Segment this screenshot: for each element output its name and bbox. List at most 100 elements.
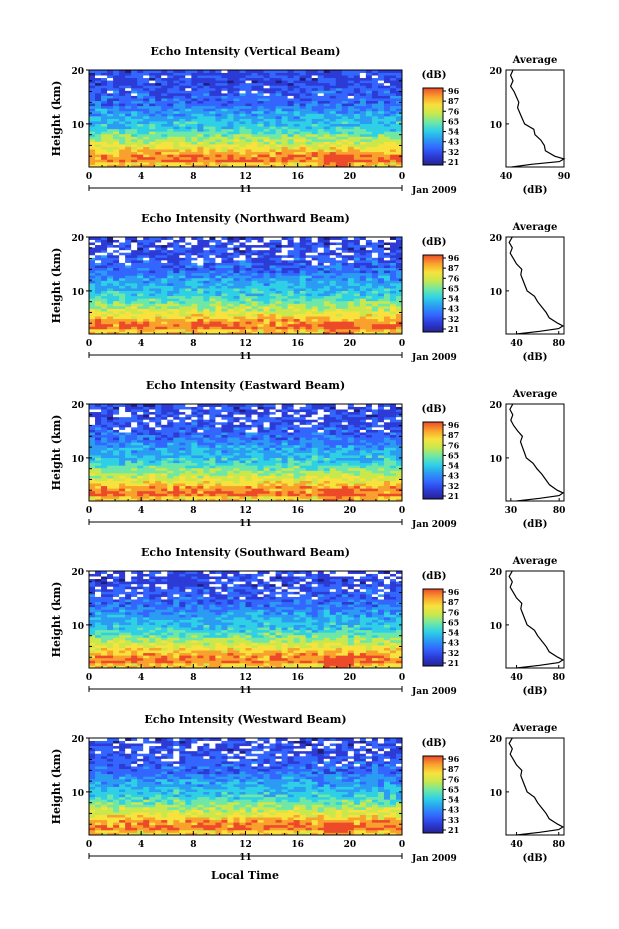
heatmap-cell bbox=[395, 277, 403, 281]
heatmap-cell bbox=[347, 159, 355, 163]
heatmap-cell bbox=[395, 164, 403, 168]
heatmap-cell bbox=[215, 77, 222, 81]
heatmap-cell bbox=[323, 141, 331, 145]
heatmap-cell bbox=[269, 298, 276, 302]
heatmap-cell bbox=[95, 123, 102, 127]
heatmap-cell bbox=[155, 298, 162, 302]
heatmap-cell bbox=[323, 123, 331, 127]
heatmap-cell bbox=[365, 239, 373, 243]
heatmap-cell bbox=[155, 462, 162, 466]
heatmap-cell bbox=[227, 280, 234, 284]
heatmap-cell bbox=[275, 303, 283, 307]
heatmap-cell bbox=[251, 100, 258, 104]
heatmap-cell bbox=[185, 265, 192, 269]
heatmap-cell bbox=[149, 480, 156, 484]
heatmap-cell bbox=[215, 472, 222, 476]
heatmap-cell bbox=[227, 85, 234, 89]
heatmap-cell bbox=[131, 77, 138, 81]
heatmap-cell bbox=[89, 495, 96, 499]
heatmap-cell bbox=[143, 95, 150, 99]
heatmap-cell bbox=[143, 465, 150, 469]
heatmap-cell bbox=[323, 265, 331, 269]
heatmap-cell bbox=[131, 72, 138, 76]
heatmap-cell bbox=[227, 136, 234, 140]
heatmap-cell bbox=[197, 460, 204, 464]
heatmap-cell bbox=[209, 149, 216, 153]
heatmap-cell bbox=[107, 282, 114, 286]
heatmap-cell bbox=[239, 303, 246, 307]
heatmap-cell bbox=[383, 75, 391, 79]
heatmap-cell bbox=[251, 488, 258, 492]
heatmap-cell bbox=[233, 156, 240, 160]
heatmap-cell bbox=[305, 308, 313, 312]
heatmap-cell bbox=[257, 98, 264, 102]
heatmap-cell bbox=[269, 136, 276, 140]
heatmap-cell bbox=[137, 316, 144, 320]
heatmap-cell bbox=[191, 467, 198, 471]
heatmap-cell bbox=[287, 483, 295, 487]
heatmap-cell bbox=[359, 133, 367, 137]
heatmap-cell bbox=[257, 237, 264, 240]
heatmap-cell bbox=[245, 295, 252, 299]
heatmap-cell bbox=[335, 239, 343, 243]
heatmap-cell bbox=[323, 90, 331, 94]
heatmap-cell bbox=[263, 239, 270, 243]
heatmap-cell bbox=[329, 285, 337, 289]
heatmap-cell bbox=[251, 85, 258, 89]
heatmap-cell bbox=[299, 123, 307, 127]
heatmap-cell bbox=[119, 133, 126, 137]
heatmap-cell bbox=[137, 252, 144, 256]
heatmap-cell bbox=[257, 252, 264, 256]
heatmap-cell bbox=[275, 475, 283, 479]
heatmap-cell bbox=[383, 70, 391, 73]
heatmap-cell bbox=[329, 131, 337, 135]
heatmap-cell bbox=[341, 280, 349, 284]
heatmap-cell bbox=[371, 465, 379, 469]
heatmap-cell bbox=[365, 331, 373, 335]
heatmap-cell bbox=[239, 488, 246, 492]
heatmap-cell bbox=[185, 154, 192, 158]
heatmap-cell bbox=[263, 265, 270, 269]
heatmap-cell bbox=[233, 154, 240, 158]
heatmap-cell bbox=[221, 321, 228, 325]
heatmap-cell bbox=[341, 141, 349, 145]
heatmap-cell bbox=[155, 144, 162, 147]
heatmap-cell bbox=[395, 70, 403, 73]
heatmap-cell bbox=[323, 252, 331, 256]
heatmap-cell bbox=[353, 82, 361, 86]
heatmap-cell bbox=[239, 288, 246, 291]
heatmap-cell bbox=[125, 488, 132, 492]
heatmap-cell bbox=[233, 118, 240, 122]
heatmap-cell bbox=[155, 270, 162, 274]
heatmap-cell bbox=[353, 478, 361, 481]
heatmap-cell bbox=[251, 72, 258, 76]
heatmap-cell bbox=[191, 293, 198, 297]
heatmap-cell bbox=[203, 242, 210, 246]
heatmap-cell bbox=[305, 311, 313, 314]
heatmap-cell bbox=[125, 103, 132, 107]
heatmap-cell bbox=[305, 313, 313, 317]
heatmap-cell bbox=[215, 85, 222, 89]
heatmap-cell bbox=[149, 144, 156, 147]
heatmap-cell bbox=[275, 460, 283, 464]
heatmap-cell bbox=[341, 465, 349, 469]
heatmap-cell bbox=[107, 462, 114, 466]
heatmap-cell bbox=[245, 316, 252, 320]
heatmap-cell bbox=[293, 151, 301, 155]
heatmap-cell bbox=[341, 156, 349, 160]
heatmap-cell bbox=[323, 80, 331, 84]
heatmap-cell bbox=[341, 108, 349, 112]
heatmap-cell bbox=[299, 321, 307, 325]
heatmap-cell bbox=[269, 316, 276, 320]
heatmap-cell bbox=[197, 470, 204, 474]
heatmap-cell bbox=[143, 323, 150, 327]
heatmap-cell bbox=[197, 298, 204, 302]
heatmap-cell bbox=[347, 462, 355, 466]
heatmap-cell bbox=[149, 164, 156, 168]
heatmap-cell bbox=[269, 75, 276, 79]
heatmap-cell bbox=[167, 247, 174, 251]
heatmap-cell bbox=[179, 313, 186, 317]
heatmap-cell bbox=[245, 85, 252, 89]
heatmap-cell bbox=[341, 290, 349, 294]
heatmap-cell bbox=[251, 257, 258, 261]
